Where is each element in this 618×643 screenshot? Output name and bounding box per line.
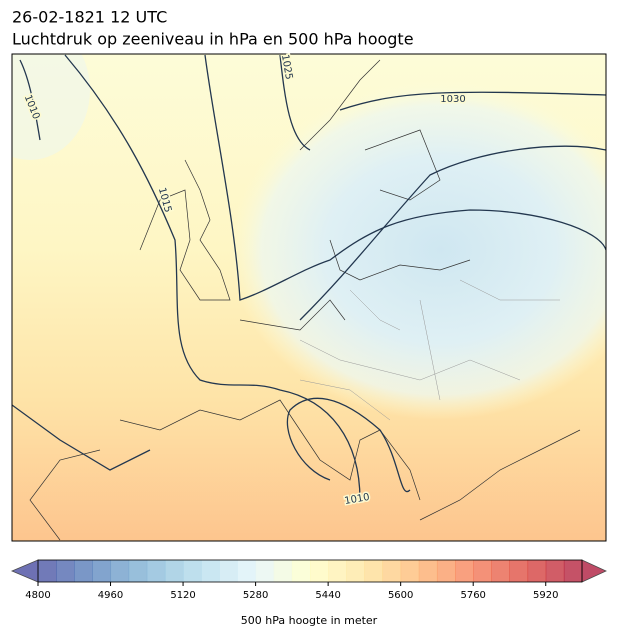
- subtitle: Luchtdruk op zeeniveau in hPa en 500 hPa…: [12, 30, 414, 49]
- colorbar-segment: [509, 560, 529, 582]
- colorbar-tick-label: 5120: [170, 590, 195, 601]
- colorbar-segment: [273, 560, 293, 582]
- colorbar-segment: [110, 560, 130, 582]
- colorbar-segment: [146, 560, 166, 582]
- colorbar-segment: [201, 560, 220, 582]
- colorbar-segment: [436, 560, 456, 582]
- colorbar-segment: [183, 560, 202, 582]
- colorbar-tick-label: 4800: [25, 590, 50, 601]
- colorbar: 4800 4960 5120 5280 5440 5600 5760 5920: [10, 559, 607, 601]
- map-frame: [11, 53, 607, 542]
- colorbar-segment: [38, 560, 57, 582]
- colorbar-segment: [455, 560, 474, 582]
- colorbar-tick-label: 4960: [98, 590, 123, 601]
- colorbar-segment: [382, 560, 402, 582]
- colorbar-label: 500 hPa hoogte in meter: [241, 614, 378, 627]
- colorbar-frame: [37, 559, 583, 583]
- colorbar-segment: [291, 560, 311, 582]
- colorbar-extend-low: [10, 559, 39, 583]
- colorbar-segment: [310, 560, 329, 582]
- colorbar-segment: [400, 560, 420, 582]
- colorbar-segment: [128, 560, 148, 582]
- colorbar-segment: [74, 560, 93, 582]
- colorbar-segment: [364, 560, 384, 582]
- colorbar-segment: [418, 560, 438, 582]
- colorbar-segment: [56, 560, 75, 582]
- colorbar-extend-high: [581, 559, 607, 583]
- contour-label: 1030: [440, 94, 465, 105]
- colorbar-segment: [563, 560, 583, 582]
- colorbar-segment: [164, 560, 184, 582]
- colorbar-segment: [491, 560, 510, 582]
- colorbar-segment: [219, 560, 238, 582]
- colorbar-segment: [237, 560, 257, 582]
- title: 26-02-1821 12 UTC: [12, 8, 167, 27]
- colorbar-tick-label: 5600: [388, 590, 413, 601]
- colorbar-segment: [328, 560, 347, 582]
- map: [12, 54, 606, 541]
- colorbar-tick-label: 5440: [315, 590, 340, 601]
- colorbar-segment: [473, 560, 492, 582]
- colorbar-segment: [92, 560, 112, 582]
- colorbar-segment: [545, 560, 565, 582]
- colorbar-tick-label: 5920: [533, 590, 558, 601]
- colorbar-segment: [346, 560, 365, 582]
- colorbar-segment: [255, 560, 275, 582]
- colorbar-tick-label: 5280: [243, 590, 268, 601]
- colorbar-tick-label: 5760: [460, 590, 485, 601]
- colorbar-segment: [527, 560, 547, 582]
